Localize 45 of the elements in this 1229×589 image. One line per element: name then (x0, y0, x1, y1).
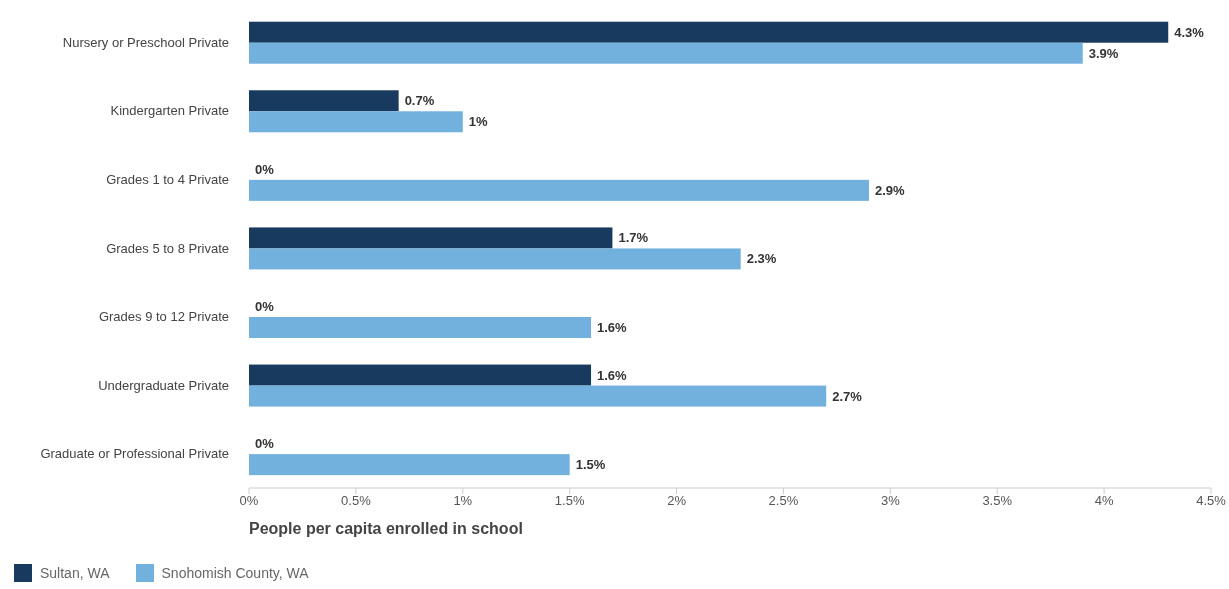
x-tick-label: 3.5% (982, 493, 1013, 509)
data-label: 1% (468, 114, 489, 130)
bar (249, 90, 399, 112)
bar (249, 385, 827, 407)
x-tick-label: 4% (1094, 493, 1114, 509)
bar (249, 454, 570, 476)
y-tick-label: Grades 9 to 12 Private (98, 309, 229, 325)
x-axis-title: People per capita enrolled in school (249, 520, 523, 538)
x-tick-label: 1.5% (554, 493, 585, 509)
bar (249, 317, 592, 338)
y-tick-label: Nursery or Preschool Private (62, 34, 229, 50)
legend-label: Snohomish County, WA (161, 565, 309, 581)
bar (249, 248, 741, 270)
data-label: 1.6% (597, 320, 628, 335)
bar (249, 364, 592, 386)
x-tick-label: 2% (667, 493, 687, 509)
data-label: 2.3% (746, 251, 777, 267)
bar (249, 42, 1083, 64)
bar (249, 21, 1169, 43)
data-label: 0% (255, 436, 275, 452)
data-label: 0% (255, 299, 275, 314)
y-tick-label: Grades 1 to 4 Private (106, 172, 229, 188)
x-tick-label: 0.5% (341, 493, 372, 509)
data-label: 2.7% (832, 388, 863, 404)
x-tick-label: 1% (453, 493, 473, 509)
y-tick-label: Kindergarten Private (110, 103, 229, 119)
data-label: 1.5% (575, 457, 606, 473)
data-label: 1.6% (597, 367, 628, 383)
legend-label: Sultan, WA (40, 565, 110, 581)
data-label: 2.9% (874, 182, 906, 198)
data-label: 1.7% (618, 230, 649, 246)
data-label: 4.3% (1174, 24, 1205, 40)
x-tick-label: 4.5% (1196, 493, 1227, 509)
data-label: 3.9% (1088, 45, 1119, 61)
bar (249, 111, 463, 133)
y-tick-label: Grades 5 to 8 Private (106, 240, 229, 256)
data-label: 0.7% (404, 93, 435, 109)
x-tick-label: 3% (880, 493, 901, 509)
x-tick-label: 0% (239, 493, 259, 509)
data-label: 0% (255, 161, 275, 177)
x-tick-label: 2.5% (768, 493, 799, 509)
y-tick-label: Undergraduate Private (98, 377, 229, 393)
bar (249, 179, 869, 201)
bar (249, 227, 613, 249)
y-tick-label: Graduate or Professional Private (40, 446, 229, 462)
